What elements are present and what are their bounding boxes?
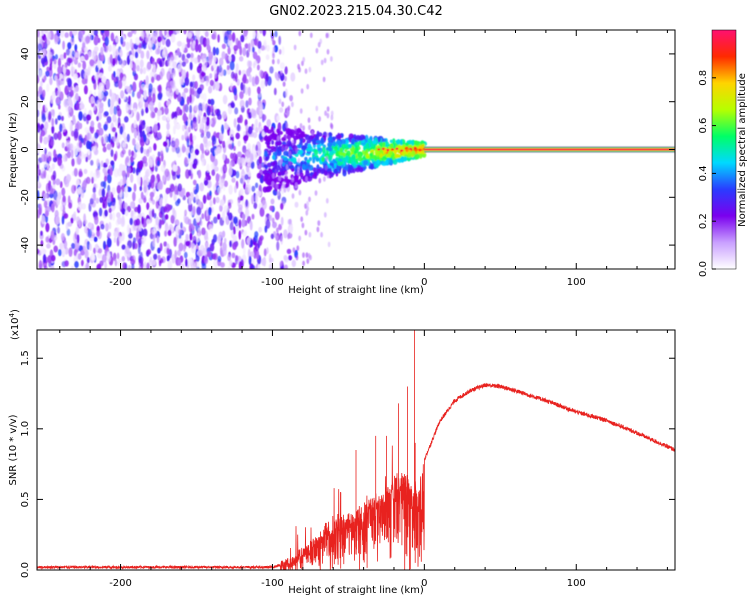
spectrogram-heatmap xyxy=(37,30,675,269)
y-tick-label: 1.5 xyxy=(20,350,31,366)
y-tick-label: 0.5 xyxy=(20,491,31,507)
colorbar-label: Normalized spectral amplitude xyxy=(737,73,748,227)
snr-panel: -200 -100 0 100 0.0 0.5 1.0 1.5 Height of stra… xyxy=(8,309,676,596)
y-tick-label: 40 xyxy=(20,48,31,61)
colorbar-tick-label: 0.8 xyxy=(698,70,709,86)
colorbar-ticks: 0.0 0.2 0.4 0.6 0.8 xyxy=(698,70,716,277)
steady-line-band xyxy=(424,148,675,151)
spectrogram-x-label: Height of straight line (km) xyxy=(288,285,424,296)
y-tick-label: 1.0 xyxy=(20,421,31,437)
snr-plot-area xyxy=(37,330,675,570)
colorbar-tick-label: 0.2 xyxy=(698,213,709,229)
y-tick-label: 0 xyxy=(20,146,31,152)
x-tick-label: 0 xyxy=(421,277,427,288)
spectrogram-y-label: Frequency (Hz) xyxy=(8,112,19,188)
snr-line xyxy=(37,330,675,570)
spectrogram-x-ticks: -200 -100 0 100 xyxy=(59,30,668,288)
spectrogram-y-ticks: -40 -20 0 20 40 xyxy=(20,48,675,253)
colorbar: 0.0 0.2 0.4 0.6 0.8 Normalized spectral ampl… xyxy=(698,29,748,277)
colorbar-tick-label: 0.4 xyxy=(698,165,709,181)
x-tick-label: 0 xyxy=(421,578,427,589)
x-tick-label: 100 xyxy=(567,578,586,589)
x-tick-label: -100 xyxy=(261,277,284,288)
snr-x-label: Height of straight line (km) xyxy=(288,585,424,596)
y-tick-label: -40 xyxy=(20,237,31,253)
snr-y-label: SNR (10 * v/v) xyxy=(8,414,19,485)
x-tick-label: -200 xyxy=(109,578,132,589)
y-tick-label: 20 xyxy=(20,95,31,108)
x-tick-label: -100 xyxy=(261,578,284,589)
x-tick-label: -200 xyxy=(109,277,132,288)
colorbar-tick-label: 0.6 xyxy=(698,118,709,134)
x-tick-label: 100 xyxy=(567,277,586,288)
colorbar-tick-label: 0.0 xyxy=(698,261,709,277)
snr-frame xyxy=(36,329,676,571)
colorbar-frame xyxy=(711,29,737,270)
figure-title: GN02.2023.215.04.30.C42 xyxy=(269,4,443,19)
colorbar-gradient xyxy=(712,30,736,269)
snr-scale-label: (x104) xyxy=(8,309,21,340)
y-tick-label: 0.0 xyxy=(20,562,31,578)
y-tick-label: -20 xyxy=(20,189,31,205)
snr-x-ticks: -200 -100 0 100 xyxy=(59,330,668,589)
snr-y-ticks: 0.0 0.5 1.0 1.5 xyxy=(20,350,675,578)
